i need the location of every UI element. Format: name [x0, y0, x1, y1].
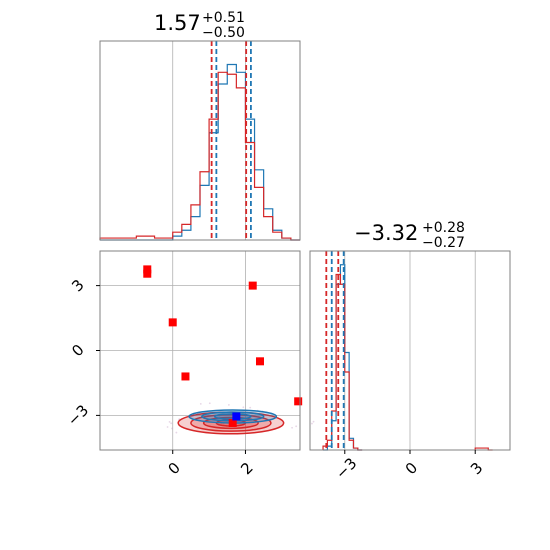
hist-p1-series-1 [99, 71, 300, 241]
joint-xtick-label-1: 2 [237, 459, 256, 478]
joint-sample-dot [312, 420, 315, 423]
joint-ytick-label-2: −3 [64, 401, 92, 429]
joint-sample-dot [291, 426, 293, 429]
title-p2-main: −3.32 [354, 221, 418, 245]
joint-red-marker-3 [181, 372, 190, 381]
panel-titles: 1.57 +0.51 −0.50 −3.32 +0.28 −0.27 [154, 10, 465, 251]
panel-marginal-p2: −3 0 3 [309, 250, 511, 483]
joint-red-marker-4 [248, 281, 257, 290]
joint-sample-dot [242, 406, 245, 409]
hist-p1-series-0 [100, 63, 300, 241]
joint-sample-dot [168, 420, 171, 423]
hist-p2-xtick-label-2: 3 [467, 459, 486, 478]
joint-red-marker-0 [143, 265, 152, 274]
hist-p2-series-1 [322, 273, 493, 451]
joint-sample-dot [171, 427, 173, 430]
title-p2-sub: −0.27 [422, 235, 465, 251]
joint-sample-dot [227, 403, 230, 406]
joint-sample-dot [175, 431, 178, 434]
hist-p1-frame [99, 40, 301, 241]
title-p1-main: 1.57 [154, 11, 201, 35]
joint-sample-dot [295, 425, 298, 428]
hist-p2-series-0 [323, 264, 363, 451]
joint-ytick-label-1: 0 [68, 341, 87, 360]
hist-p2-xtick-label-0: −3 [332, 454, 360, 482]
panel-joint-p1-p2: 0 2 3 0 −3 [64, 250, 315, 478]
joint-sample-dot [170, 422, 173, 425]
hist-p2-xtick-label-1: 0 [402, 459, 421, 478]
joint-sample-dot [216, 415, 219, 418]
title-p2-sup: +0.28 [422, 220, 465, 236]
panel-marginal-p1 [99, 40, 301, 241]
title-p1-sup: +0.51 [202, 10, 245, 26]
joint-xtick-label-0: 0 [164, 459, 183, 478]
joint-red-marker-5 [256, 357, 264, 366]
title-p1-sub: −0.50 [202, 25, 245, 41]
joint-sample-dot [199, 402, 202, 405]
joint-sample-dot [166, 426, 169, 428]
joint-red-marker-7 [228, 418, 237, 427]
joint-sample-dot [249, 406, 252, 409]
joint-red-marker-2 [168, 318, 177, 327]
joint-blue-marker-0 [232, 412, 241, 421]
joint-ytick-label-0: 3 [68, 276, 87, 295]
joint-red-marker-6 [294, 397, 303, 406]
joint-sample-dot [208, 402, 211, 405]
joint-sample-dot [311, 422, 313, 425]
joint-red-marker-1 [143, 269, 152, 278]
